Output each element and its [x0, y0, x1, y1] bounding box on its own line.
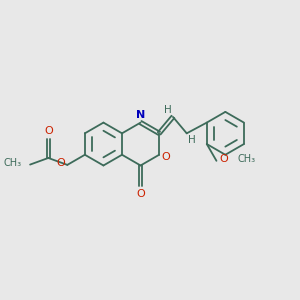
Text: H: H	[188, 135, 196, 145]
Text: H: H	[164, 105, 171, 115]
Text: O: O	[219, 154, 228, 164]
Text: N: N	[136, 110, 145, 120]
Text: CH₃: CH₃	[4, 158, 22, 168]
Text: O: O	[136, 189, 145, 199]
Text: O: O	[56, 158, 65, 167]
Text: O: O	[161, 152, 170, 162]
Text: O: O	[44, 126, 53, 136]
Text: CH₃: CH₃	[238, 154, 256, 164]
